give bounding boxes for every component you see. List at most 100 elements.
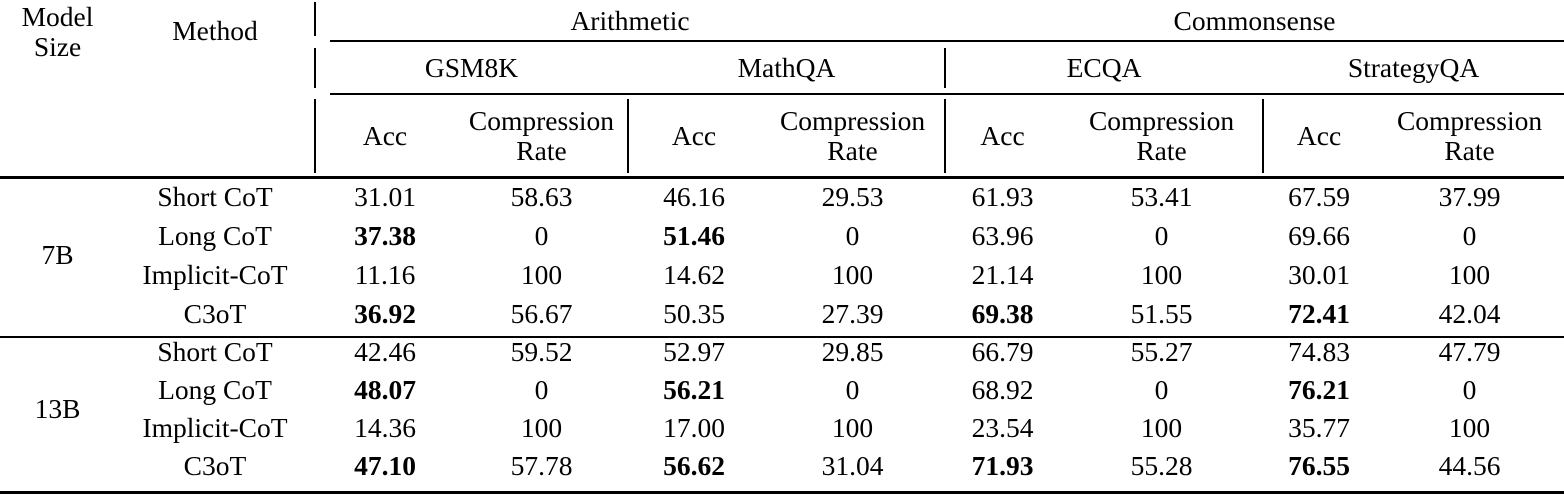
rule-table-bottom <box>0 491 1564 494</box>
vbar-mathqa-ecqa-row3 <box>944 99 946 173</box>
section-7b: 7B Short CoT 31.01 58.63 46.16 29.53 61.… <box>0 177 1564 333</box>
table-cell: 50.35 <box>663 297 725 329</box>
table-cell: 0 <box>1154 374 1169 405</box>
table-cell: 100 <box>1140 412 1183 443</box>
table-row: C3oT 47.10 57.78 56.62 31.04 71.93 55.28… <box>0 447 1564 485</box>
table-cell: 67.59 <box>1288 180 1350 212</box>
table-cell: 74.83 <box>1288 336 1350 367</box>
header-row-groups: Model Size Method Arithmetic Commonsense <box>0 0 1564 62</box>
table-cell: 69.38 <box>971 297 1034 329</box>
header-dataset-strategyqa: StrategyQA <box>1347 51 1480 83</box>
header-row-datasets: GSM8K MathQA ECQA StrategyQA <box>0 41 1564 94</box>
table-cell: 29.85 <box>821 336 884 367</box>
table-cell: 0 <box>534 219 549 251</box>
vbar-after-method-row2 <box>314 48 316 88</box>
table-cell: 68.92 <box>971 374 1034 405</box>
table-cell: 100 <box>831 258 874 290</box>
rule-section-divider <box>0 336 1564 338</box>
table-row: Long CoT 37.38 0 51.46 0 63.96 0 69.66 0 <box>0 216 1564 255</box>
header-metric-acc: Acc <box>980 119 1025 151</box>
table-cell: 55.28 <box>1130 450 1193 481</box>
table-cell: 56.21 <box>663 374 725 405</box>
table-cell: 51.55 <box>1130 297 1193 329</box>
table-cell: 71.93 <box>971 450 1034 481</box>
header-row-metrics: Acc Compression Rate Acc Compression Rat… <box>0 94 1564 177</box>
header-dataset-mathqa: MathQA <box>737 51 836 83</box>
table-cell: 36.92 <box>354 297 416 329</box>
method-cell: C3oT <box>183 297 247 329</box>
method-cell: Long CoT <box>158 374 272 405</box>
table-cell: 100 <box>831 412 874 443</box>
table-cell: 100 <box>520 412 563 443</box>
model-size-cell: 7B <box>41 239 74 270</box>
table-cell: 35.77 <box>1288 412 1350 443</box>
table-cell: 0 <box>845 219 860 251</box>
vbar-mathqa-ecqa-row2 <box>944 48 946 88</box>
cmidrule-under-groups <box>330 40 1564 42</box>
table-cell: 31.04 <box>821 450 884 481</box>
table-cell: 72.41 <box>1288 297 1350 329</box>
table-cell: 46.16 <box>663 180 725 212</box>
table-row: 13B Short CoT 42.46 59.52 52.97 29.85 66… <box>0 333 1564 424</box>
table-cell: 0 <box>1462 219 1477 251</box>
method-cell: Short CoT <box>157 336 273 367</box>
table-cell: 31.01 <box>354 180 416 212</box>
table-cell: 100 <box>1448 258 1491 290</box>
header-method: Method <box>172 15 258 46</box>
header-dataset-ecqa: ECQA <box>1066 51 1142 83</box>
table-cell: 17.00 <box>663 412 725 443</box>
table-cell: 58.63 <box>510 180 573 212</box>
table-cell: 42.46 <box>354 336 416 367</box>
table-cell: 76.21 <box>1288 374 1350 405</box>
header-metric-compression: Compression Rate <box>468 104 615 166</box>
table-header: Model Size Method Arithmetic Commonsense… <box>0 0 1564 177</box>
header-model-size: Model Size <box>21 1 94 62</box>
table-cell: 100 <box>520 258 563 290</box>
header-group-arithmetic: Arithmetic <box>570 4 690 36</box>
method-cell: C3oT <box>183 450 247 481</box>
method-cell: Long CoT <box>158 219 272 251</box>
vbar-after-method-row3 <box>314 99 316 173</box>
table-cell: 37.99 <box>1438 180 1501 212</box>
header-metric-compression: Compression Rate <box>1088 104 1235 166</box>
table-cell: 48.07 <box>354 374 416 405</box>
table-cell: 100 <box>1140 258 1183 290</box>
table-cell: 52.97 <box>663 336 725 367</box>
header-metric-acc: Acc <box>671 119 717 151</box>
vbar-after-method-row1 <box>314 2 316 36</box>
model-size-cell: 13B <box>34 393 81 424</box>
table-cell: 56.62 <box>663 450 725 481</box>
table-row: Long CoT 48.07 0 56.21 0 68.92 0 76.21 0 <box>0 371 1564 409</box>
table-cell: 0 <box>845 374 860 405</box>
table-cell: 37.38 <box>354 219 416 251</box>
cmidrule-under-datasets <box>330 93 1564 95</box>
table-cell: 51.46 <box>663 219 725 251</box>
table-row: 7B Short CoT 31.01 58.63 46.16 29.53 61.… <box>0 177 1564 270</box>
table-cell: 29.53 <box>821 180 884 212</box>
table-cell: 11.16 <box>354 258 416 290</box>
method-cell: Short CoT <box>157 180 273 212</box>
table-cell: 76.55 <box>1288 450 1350 481</box>
table-cell: 30.01 <box>1288 258 1350 290</box>
table-cell: 0 <box>1462 374 1477 405</box>
header-metric-acc: Acc <box>362 119 408 151</box>
table-cell: 0 <box>534 374 549 405</box>
table-cell: 27.39 <box>821 297 884 329</box>
table-cell: 69.66 <box>1288 219 1350 251</box>
table-cell: 63.96 <box>971 219 1034 251</box>
vbar-gsm8k-mathqa <box>627 99 629 173</box>
header-metric-acc: Acc <box>1296 119 1342 151</box>
table-cell: 56.67 <box>510 297 573 329</box>
header-metric-compression: Compression Rate <box>779 104 926 166</box>
table-row: C3oT 36.92 56.67 50.35 27.39 69.38 51.55… <box>0 294 1564 333</box>
table-cell: 61.93 <box>971 180 1034 212</box>
table-cell: 42.04 <box>1438 297 1501 329</box>
table-cell: 53.41 <box>1130 180 1193 212</box>
table-cell: 14.36 <box>354 412 416 443</box>
header-group-commonsense: Commonsense <box>1173 4 1336 36</box>
table-row: Implicit-CoT 11.16 100 14.62 100 21.14 1… <box>0 255 1564 294</box>
table-cell: 47.10 <box>354 450 416 481</box>
table-cell: 57.78 <box>510 450 573 481</box>
table-cell: 23.54 <box>971 412 1034 443</box>
